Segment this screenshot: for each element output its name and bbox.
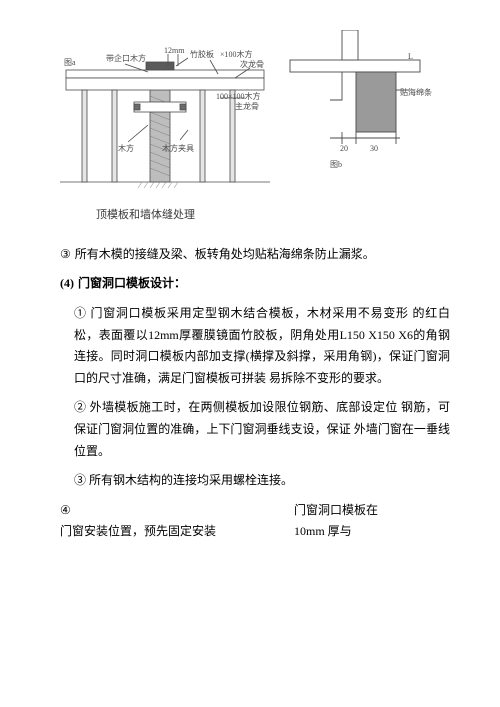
paragraph-3: ③ 所有钢木结构的连接均采用螺栓连接。 [60,470,450,492]
body-text: ③ 所有木模的接缝及梁、板转角处均贴粘海绵条防止漏浆。 (4) 门窗洞口模板设计… [60,244,450,543]
label-12mm: 12mm [164,44,184,58]
split-r2: 10mm 厚与 [294,521,450,543]
label-daiqi: 带企口木方 [106,52,146,66]
diagram-row: 图a 带企口木方 12mm 竹胶板 ×100木方 次龙骨 100×100木方 主… [60,30,450,200]
paragraph-1: ① 门窗洞口模板采用定型钢木结合模板，木材采用不易变形 的红白松，表面覆以12m… [60,303,450,389]
label-zhujiao: 竹胶板 [190,48,214,62]
text-4: 门窗洞口模板设计： [78,273,186,295]
label-mufangjiaju: 木方夹具 [162,142,194,156]
label-tub: 图b [330,158,342,172]
split-row-2: 门窗安装位置，预先固定安装 10mm 厚与 [60,521,450,543]
label-zhulonggu: 主龙骨 [235,100,259,114]
item-4: (4) 门窗洞口模板设计： [60,273,450,295]
split-l2: 门窗安装位置，预先固定安装 [60,521,275,543]
split-row-1: ④ 门窗洞口模板在 [60,500,450,522]
diagram-left: 图a 带企口木方 12mm 竹胶板 ×100木方 次龙骨 100×100木方 主… [60,30,270,200]
label-cilonggu: 次龙骨 [240,58,264,72]
document-page: 图a 带企口木方 12mm 竹胶板 ×100木方 次龙骨 100×100木方 主… [0,0,500,707]
split-l1: ④ [60,500,275,522]
label-L: L [408,50,413,64]
label-30: 30 [370,142,378,156]
label-mufang: 木方 [118,142,134,156]
marker-4: (4) [60,273,74,295]
item-3: ③ 所有木模的接缝及梁、板转角处均贴粘海绵条防止漏浆。 [60,244,450,266]
diagram-right: L 贴海绵条 20 30 图b [280,30,430,200]
label-tiehai: 贴海绵条 [400,86,432,100]
text-3: 所有木模的接缝及梁、板转角处均贴粘海绵条防止漏浆。 [75,244,375,266]
diagram-left-caption: 顶模板和墙体缝处理 [60,206,450,226]
marker-3: ③ [60,244,71,266]
paragraph-2: ② 外墙模板施工时，在两侧模板加设限位钢筋、底部设定位 钢筋，可保证门窗洞位置的… [60,397,450,462]
label-tua: 图a [64,56,76,70]
label-20: 20 [340,142,348,156]
split-r1: 门窗洞口模板在 [294,500,450,522]
